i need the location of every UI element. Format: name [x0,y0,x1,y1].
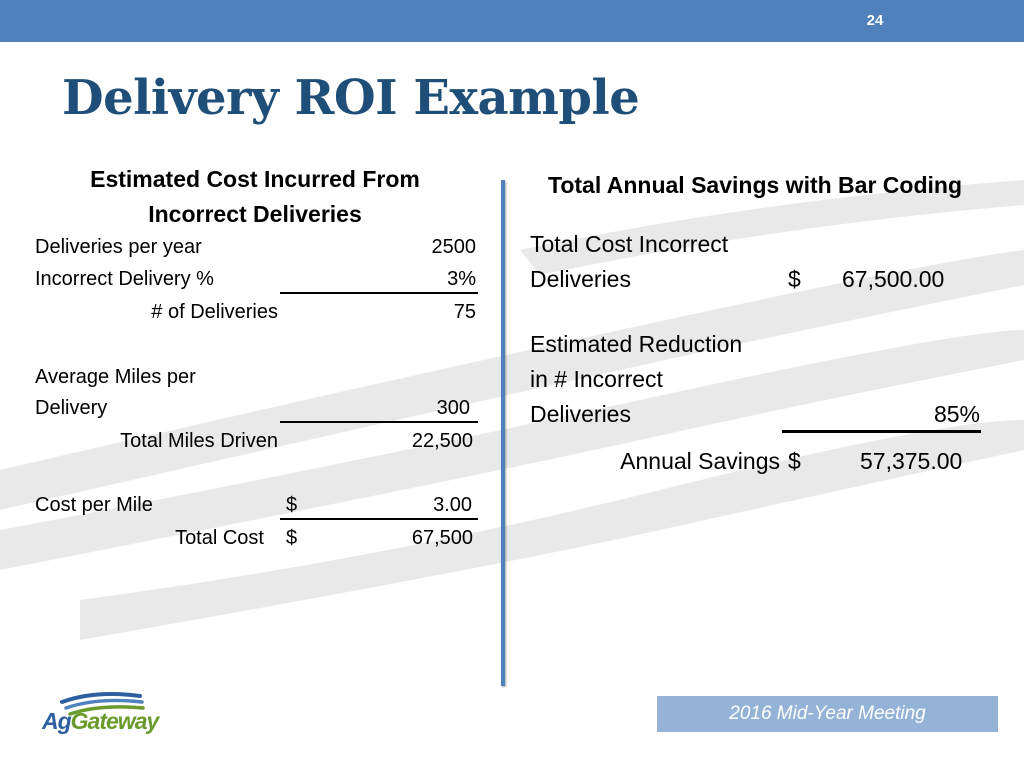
left-table-heading: Estimated Cost Incurred From Incorrect D… [35,162,475,232]
underline-rule [782,430,981,433]
total-cost-incorrect-label-line1: Total Cost Incorrect [530,231,729,257]
annual-savings-currency: $ [788,448,801,474]
deliveries-per-year-label: Deliveries per year [35,236,202,258]
right-table-heading: Total Annual Savings with Bar Coding [547,172,962,198]
cost-per-mile-currency: $ [286,494,298,516]
cost-per-mile-value: 3.00 [433,494,472,516]
total-cost-incorrect-label-line2: Deliveries [530,266,631,292]
underline-rule [280,421,478,423]
num-deliveries-label: # of Deliveries [151,301,278,323]
reduction-label-line2: in # Incorrect [530,366,663,392]
total-miles-label: Total Miles Driven [120,430,278,452]
total-miles-value: 22,500 [411,430,473,452]
underline-rule [280,292,478,294]
incorrect-delivery-pct-label: Incorrect Delivery % [35,268,214,290]
vertical-divider [501,180,505,686]
annual-savings-label: Annual Savings [620,448,780,474]
avg-miles-label-line1: Average Miles per [35,366,196,388]
incorrect-delivery-pct-value: 3% [447,268,476,290]
reduction-value: 85% [933,401,980,427]
annual-savings-value: 57,375.00 [860,448,963,474]
left-heading-line1: Estimated Cost Incurred From [90,166,420,192]
avg-miles-label-line2: Delivery [35,397,108,419]
slide-title: Delivery ROI Example [62,70,640,126]
underline-rule [280,518,478,520]
logo-text-ag: Ag [42,708,72,734]
footer-meeting-banner: 2016 Mid-Year Meeting [657,696,998,732]
left-heading-line2: Incorrect Deliveries [148,201,362,227]
total-cost-value: 67,500 [411,527,473,549]
total-cost-incorrect-value: 67,500.00 [842,266,945,292]
top-banner [0,0,1024,42]
cost-per-mile-label: Cost per Mile [35,494,153,516]
total-cost-currency: $ [286,527,298,549]
num-deliveries-value: 75 [453,301,476,323]
aggateway-logo-text: AgGateway [42,708,160,735]
reduction-label-line1: Estimated Reduction [530,331,743,357]
deliveries-per-year-value: 2500 [431,236,477,258]
logo-text-gateway: Gateway [70,708,160,734]
reduction-label-line3: Deliveries [530,401,631,427]
slide-number: 24 [866,12,884,29]
avg-miles-value: 300 [436,397,470,419]
total-cost-incorrect-currency: $ [788,266,801,292]
total-cost-label: Total Cost [175,527,264,549]
aggateway-logo-icon [60,692,145,716]
